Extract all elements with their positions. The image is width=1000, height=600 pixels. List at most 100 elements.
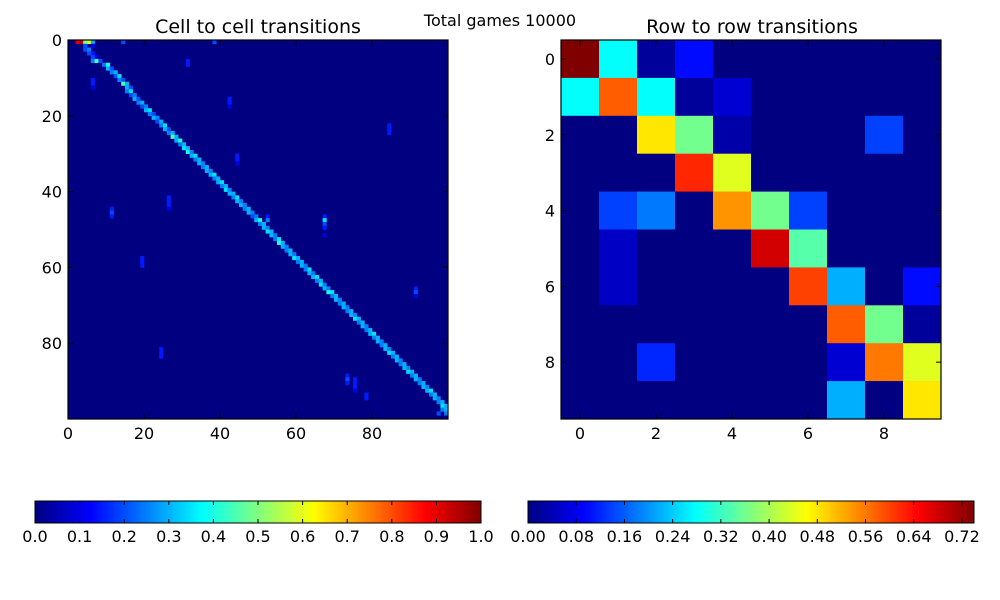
heatmap-cell	[394, 354, 399, 359]
heatmap-cell	[903, 343, 942, 382]
heatmap-cell	[322, 282, 327, 287]
heatmap-cell	[140, 259, 145, 264]
colorbar-segment	[936, 501, 939, 523]
colorbar-segment	[840, 501, 843, 523]
colorbar-segment	[920, 501, 924, 523]
colorbar-segment	[440, 501, 444, 523]
heatmap-cell	[713, 381, 752, 420]
heatmap-cell	[865, 267, 904, 306]
colorbar-segment	[251, 501, 254, 523]
heatmap-cell	[178, 138, 183, 143]
heatmap-cell	[273, 237, 278, 242]
heatmap-cell	[277, 237, 282, 242]
colorbar-segment	[373, 501, 377, 523]
heatmap-cell	[307, 267, 312, 272]
colorbar-segment	[115, 501, 118, 523]
colorbar-segment	[962, 501, 966, 523]
colorbar-segment	[570, 501, 573, 523]
heatmap-cell	[90, 81, 95, 86]
colorbar-tick-label: 0.0	[22, 527, 47, 546]
heatmap-cell	[675, 343, 714, 382]
heatmap-cell	[204, 165, 209, 170]
colorbar-segment	[90, 501, 94, 523]
heatmap-cell	[387, 346, 392, 352]
heatmap-cell	[865, 191, 904, 230]
colorbar-segment	[670, 501, 674, 523]
y-tick-label: 0	[52, 31, 62, 50]
colorbar-segment	[862, 501, 866, 523]
heatmap-cell	[185, 149, 190, 154]
colorbar-segment	[929, 501, 933, 523]
heatmap-cell	[561, 229, 600, 268]
colorbar-segment	[244, 501, 248, 523]
heatmap-cell	[789, 381, 828, 420]
heatmap-cell	[216, 180, 221, 185]
colorbar-segment	[855, 501, 859, 523]
colorbar-segment	[552, 501, 556, 523]
colorbar-segment	[171, 501, 174, 523]
colorbar-segment	[438, 501, 442, 523]
colorbar-segment	[726, 501, 730, 523]
heatmap-cell	[235, 153, 240, 158]
heatmap-cell	[368, 328, 373, 333]
colorbar-segment	[405, 501, 408, 523]
heatmap-cell	[353, 377, 358, 382]
heatmap-cell	[109, 206, 114, 211]
colorbar-segment	[295, 501, 299, 523]
colorbar-tick-label: 0.72	[944, 527, 980, 546]
colorbar-segment	[811, 501, 814, 523]
colorbar-segment	[117, 501, 121, 523]
colorbar-segment	[128, 501, 132, 523]
heatmap-cell	[322, 233, 327, 238]
heatmap-cell	[751, 153, 790, 192]
heatmap-cell	[87, 40, 92, 45]
colorbar-segment	[579, 501, 582, 523]
heatmap-cell	[136, 100, 141, 105]
colorbar-segment	[436, 501, 440, 523]
colorbar-segment	[322, 501, 326, 523]
colorbar-segment	[764, 501, 768, 523]
heatmap-cell	[132, 93, 137, 98]
heatmap-cell	[178, 142, 183, 147]
heatmap-cell	[242, 202, 247, 208]
heatmap-cell	[865, 305, 904, 344]
heatmap-cell	[789, 77, 828, 117]
colorbar-segment	[858, 501, 861, 523]
heatmap-cell	[117, 74, 122, 79]
colorbar-segment	[394, 501, 397, 523]
colorbar-tick-label: 0.32	[703, 527, 739, 546]
colorbar-segment	[224, 501, 228, 523]
colorbar-segment	[866, 501, 870, 523]
colorbar-segment	[465, 501, 469, 523]
x-tick-label: 20	[134, 424, 154, 443]
heatmap-cell	[379, 343, 384, 348]
colorbar-segment	[376, 501, 379, 523]
heatmap-cell	[292, 252, 297, 257]
colorbar-segment	[619, 501, 623, 523]
heatmap-cell	[865, 40, 904, 79]
heatmap-cell	[102, 62, 107, 67]
heatmap-cell	[387, 127, 392, 132]
colorbar-segment	[773, 501, 776, 523]
colorbar-segment	[142, 501, 145, 523]
heatmap-cell	[113, 74, 118, 79]
colorbar-segment	[108, 501, 112, 523]
heatmap-cell	[410, 369, 415, 374]
colorbar-tick-label: 0.2	[111, 527, 136, 546]
x-tick-label: 8	[879, 424, 889, 443]
colorbar-segment	[898, 501, 901, 523]
heatmap-cell	[360, 320, 365, 325]
heatmap-cell	[675, 77, 714, 117]
colorbar-segment	[844, 501, 848, 523]
colorbar-segment	[965, 501, 968, 523]
colorbar-segment	[940, 501, 944, 523]
colorbar-segment	[396, 501, 399, 523]
colorbar-tick-label: 1.0	[468, 527, 493, 546]
colorbar-segment	[387, 501, 390, 523]
colorbar-segment	[835, 501, 839, 523]
colorbar-segment	[371, 501, 375, 523]
heatmap-cell	[159, 123, 164, 128]
colorbar-segment	[70, 501, 74, 523]
heatmap-cell	[280, 240, 285, 245]
heatmap-cell	[406, 365, 411, 371]
